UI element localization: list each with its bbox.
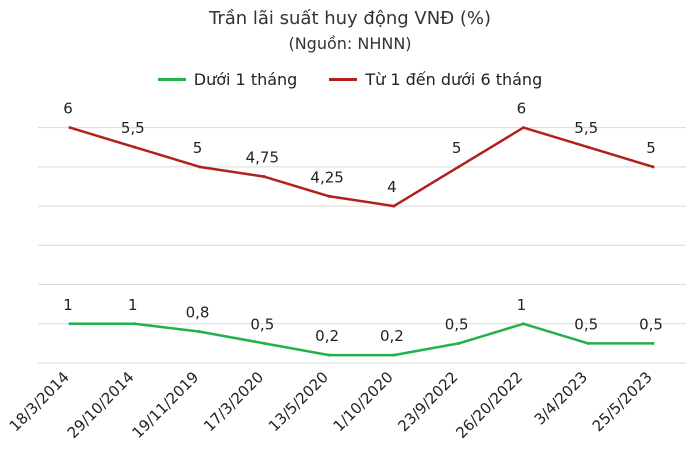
- x-tick-label: 25/5/2023: [589, 368, 656, 435]
- x-tick-label: 17/3/2020: [200, 368, 267, 435]
- data-point: [651, 165, 655, 169]
- data-label: 1: [128, 296, 138, 314]
- data-point: [392, 204, 396, 208]
- data-point: [327, 353, 331, 357]
- x-tick-label: 26/20/2022: [452, 368, 526, 442]
- data-label: 5: [452, 139, 462, 157]
- x-tick-label: 18/3/2014: [6, 368, 73, 435]
- data-label: 4,25: [310, 168, 343, 186]
- chart-subtitle: (Nguồn: NHNN): [288, 34, 412, 53]
- data-point: [586, 145, 590, 149]
- data-point: [457, 165, 461, 169]
- data-point: [262, 341, 266, 345]
- data-label: 1: [63, 296, 73, 314]
- data-label: 5: [646, 139, 656, 157]
- data-label: 6: [63, 100, 73, 118]
- data-point: [68, 126, 72, 130]
- x-tick-label: 13/5/2020: [265, 368, 332, 435]
- legend-label-1-to-6-months: Từ 1 đến dưới 6 tháng: [365, 70, 543, 89]
- data-point: [392, 353, 396, 357]
- data-label: 0,5: [445, 315, 469, 333]
- series-line-1: [69, 126, 654, 208]
- x-tick-label: 1/10/2020: [330, 368, 397, 435]
- data-label: 0,5: [574, 315, 598, 333]
- series-line-0: [70, 322, 653, 357]
- data-label: 0,8: [186, 304, 210, 322]
- data-label: 4,75: [246, 149, 279, 167]
- data-point: [327, 194, 331, 198]
- data-point: [521, 322, 525, 326]
- data-label: 5,5: [574, 119, 598, 137]
- x-tick-label: 3/4/2023: [531, 368, 591, 428]
- data-label: 5: [193, 139, 203, 157]
- chart-title: Trần lãi suất huy động VNĐ (%): [208, 8, 492, 29]
- legend-item-1-to-6-months: Từ 1 đến dưới 6 tháng: [329, 70, 542, 89]
- data-label: 0,5: [639, 315, 663, 333]
- data-label: 4: [387, 178, 397, 196]
- data-point: [198, 330, 202, 334]
- data-point: [651, 341, 655, 345]
- data-point: [68, 322, 72, 326]
- chart-legend: Dưới 1 tháng Từ 1 đến dưới 6 tháng: [0, 70, 700, 89]
- legend-swatch-green: [157, 78, 186, 81]
- data-point: [457, 341, 461, 345]
- data-label: 0,2: [380, 327, 404, 345]
- data-label: 5,5: [121, 119, 145, 137]
- x-tick-label: 29/10/2014: [64, 368, 138, 442]
- data-point: [198, 165, 202, 169]
- legend-swatch-red: [329, 78, 358, 81]
- x-tick-label: 23/9/2022: [394, 368, 461, 435]
- data-label: 6: [517, 100, 527, 118]
- data-point: [586, 341, 590, 345]
- data-point: [262, 175, 266, 179]
- legend-item-under-1-month: Dưới 1 tháng: [157, 70, 298, 89]
- data-point: [521, 126, 525, 130]
- data-point: [133, 322, 137, 326]
- legend-label-under-1-month: Dưới 1 tháng: [193, 70, 298, 89]
- data-label: 0,2: [315, 327, 339, 345]
- x-tick-label: 19/11/2019: [129, 368, 203, 442]
- data-label: 0,5: [250, 315, 274, 333]
- data-label: 1: [517, 296, 527, 314]
- data-point: [133, 145, 137, 149]
